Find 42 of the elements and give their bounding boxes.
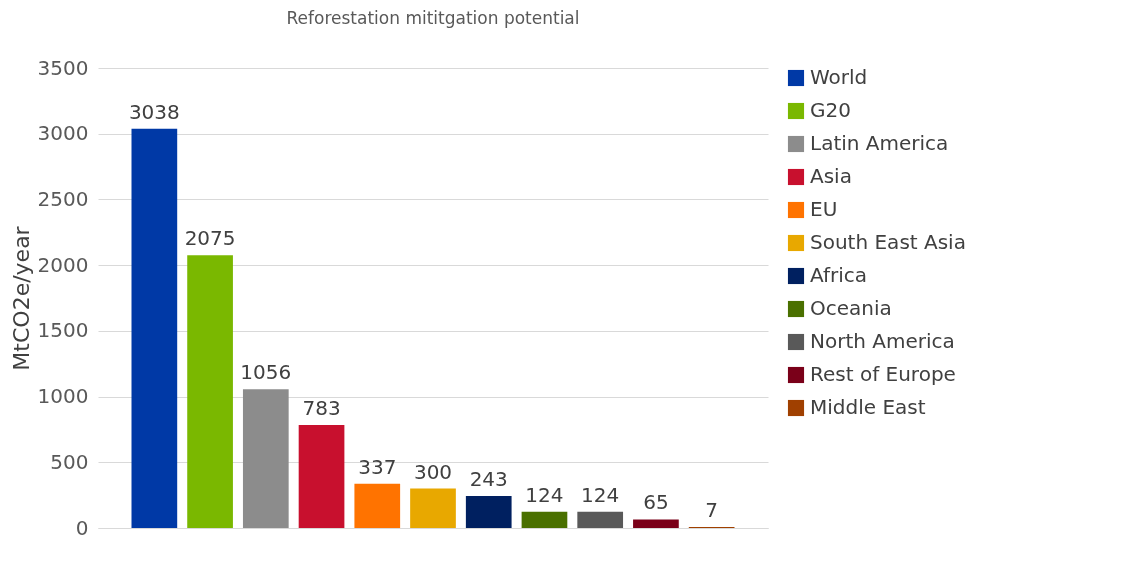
- legend-label: South East Asia: [810, 230, 966, 254]
- data-label: 65: [643, 490, 669, 515]
- legend-label: World: [810, 65, 868, 89]
- chart-title: Reforestation mititgation potential: [286, 8, 580, 28]
- data-label: 124: [581, 482, 620, 507]
- bar: [242, 389, 289, 528]
- y-tick-label: 2500: [37, 186, 89, 211]
- y-tick-label: 3000: [37, 121, 89, 146]
- legend-label: EU: [810, 197, 838, 221]
- data-label: 300: [413, 459, 453, 484]
- legend-label: Africa: [810, 263, 868, 287]
- data-label: 124: [525, 482, 564, 507]
- y-axis-title: MtCO2e/year: [8, 225, 34, 371]
- legend-label: Latin America: [810, 131, 949, 155]
- data-label: 783: [302, 396, 341, 421]
- bar: [187, 255, 233, 528]
- data-label: 7: [705, 498, 719, 523]
- legend-label: Middle East: [810, 395, 926, 419]
- y-tick-label: 1500: [37, 318, 89, 343]
- legend-label: Oceania: [810, 296, 892, 320]
- data-label: 1056: [240, 360, 292, 385]
- bar: [354, 483, 401, 528]
- data-label: 2075: [184, 226, 236, 251]
- data-label: 243: [469, 467, 508, 492]
- y-tick-label: 500: [50, 449, 89, 474]
- y-tick-label: 0: [75, 515, 89, 540]
- data-label: 337: [358, 454, 397, 479]
- legend-label: Asia: [810, 164, 852, 188]
- bar: [577, 511, 624, 528]
- bar: [131, 128, 178, 528]
- bar: [633, 519, 679, 528]
- y-tick-label: 3500: [37, 55, 89, 80]
- legend-label: North America: [810, 329, 955, 353]
- bar: [521, 511, 568, 528]
- bar: [465, 496, 512, 528]
- y-tick-label: 1000: [37, 384, 89, 409]
- bar: [410, 488, 456, 528]
- legend-label: Rest of Europe: [810, 362, 956, 386]
- y-tick-label: 2000: [37, 252, 89, 277]
- data-label: 3038: [128, 99, 180, 124]
- bar: [298, 425, 345, 528]
- legend-label: G20: [810, 98, 851, 122]
